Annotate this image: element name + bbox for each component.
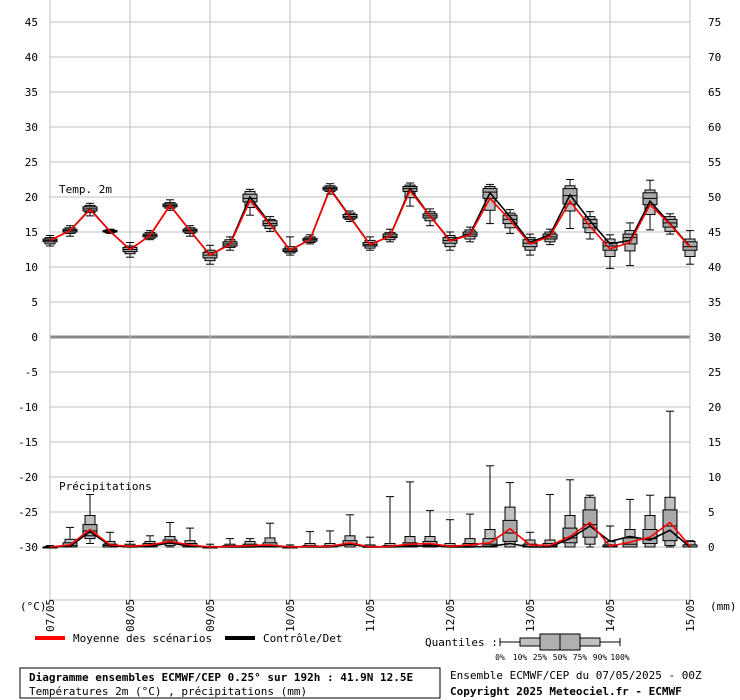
- legend-quantile-value: 0%: [495, 653, 505, 662]
- grid: [49, 0, 691, 601]
- legend-mean-label: Moyenne des scénarios: [73, 632, 212, 645]
- legend-quantile-value: 75%: [573, 653, 588, 662]
- y-tick-right: 30: [708, 331, 721, 344]
- y-tick-right: 25: [708, 366, 721, 379]
- left-unit-label: (°C): [20, 600, 47, 613]
- y-tick-right: 70: [708, 51, 721, 64]
- y-tick-left: 45: [25, 16, 38, 29]
- y-tick-right: 55: [708, 156, 721, 169]
- temp-panel-label: Temp. 2m: [59, 183, 112, 196]
- right-unit-label: (mm): [710, 600, 737, 613]
- x-tick-label: 15/05: [684, 599, 697, 632]
- y-tick-left: -5: [25, 366, 38, 379]
- y-tick-right: 20: [708, 401, 721, 414]
- temp-box: [582, 211, 598, 240]
- legend-quantile-value: 90%: [593, 653, 608, 662]
- info-box: [19, 667, 441, 699]
- y-tick-right: 5: [708, 506, 715, 519]
- x-tick-label: 10/05: [284, 599, 297, 632]
- y-tick-left: -30: [18, 541, 38, 554]
- precip-box: [502, 482, 518, 548]
- precip-panel-label: Précipitations: [59, 480, 152, 493]
- legend-quantile-value: 10%: [513, 653, 528, 662]
- legend-quantile-value: 100%: [610, 653, 629, 662]
- y-tick-left: 0: [31, 331, 38, 344]
- y-tick-left: -10: [18, 401, 38, 414]
- precip-mean-line: [49, 521, 691, 548]
- series-lines: [49, 186, 691, 548]
- y-tick-left: 10: [25, 261, 38, 274]
- y-tick-left: 30: [25, 121, 38, 134]
- y-tick-left: 40: [25, 51, 38, 64]
- legend-quantiles-label: Quantiles :: [425, 636, 498, 649]
- y-tick-right: 0: [708, 541, 715, 554]
- legend-quantile-value: 50%: [553, 653, 568, 662]
- x-tick-label: 11/05: [364, 599, 377, 632]
- y-tick-right: 60: [708, 121, 721, 134]
- legend-mean-swatch: [35, 636, 65, 640]
- legend-quantile-labels: 0% 10% 25% 50% 75% 90% 100%: [495, 653, 630, 662]
- y-tick-right: 35: [708, 296, 721, 309]
- y-tick-left: 15: [25, 226, 38, 239]
- x-tick-label: 12/05: [444, 599, 457, 632]
- y-tick-left: 35: [25, 86, 38, 99]
- precip-iqr: [562, 527, 578, 544]
- y-tick-right: 65: [708, 86, 721, 99]
- legend-control-swatch: [225, 636, 255, 640]
- copyright: Copyright 2025 Meteociel.fr - ECMWF: [450, 685, 682, 698]
- legend: Moyenne des scénarios Contrôle/Det Quant…: [35, 632, 630, 662]
- y-tick-left: 25: [25, 156, 38, 169]
- y-tick-left: -15: [18, 436, 38, 449]
- run-info: Ensemble ECMWF/CEP du 07/05/2025 - 00Z: [450, 669, 702, 682]
- y-tick-left: -25: [18, 506, 38, 519]
- y-tick-right: 45: [708, 226, 721, 239]
- chart-subtitle: Températures 2m (°C) , précipitations (m…: [29, 685, 307, 698]
- y-axis-ticks: 454035302520151050-5-10-15-20-25-3075706…: [18, 16, 721, 554]
- x-tick-label: 07/05: [44, 599, 57, 632]
- chart-title: Diagramme ensembles ECMWF/CEP 0.25° sur …: [29, 671, 413, 684]
- y-tick-right: 75: [708, 16, 721, 29]
- y-tick-right: 40: [708, 261, 721, 274]
- precip-box: [582, 494, 598, 548]
- y-tick-right: 50: [708, 191, 721, 204]
- x-axis-ticks: 07/05 08/05 09/05 10/05 11/05 12/05 13/05 14/05…: [44, 599, 697, 632]
- y-tick-right: 15: [708, 436, 721, 449]
- x-tick-label: 09/05: [204, 599, 217, 632]
- x-tick-label: 13/05: [524, 599, 537, 632]
- y-tick-right: 10: [708, 471, 721, 484]
- y-tick-left: 20: [25, 191, 38, 204]
- precip-box: [562, 479, 578, 548]
- legend-quantile-box: [499, 633, 621, 651]
- temp-mean-line: [49, 187, 691, 257]
- legend-control-label: Contrôle/Det: [263, 632, 342, 645]
- precip-iqr: [502, 519, 518, 542]
- x-tick-label: 14/05: [604, 599, 617, 632]
- y-tick-left: -20: [18, 471, 38, 484]
- y-tick-left: 5: [31, 296, 38, 309]
- legend-quantile-value: 25%: [533, 653, 548, 662]
- x-tick-label: 08/05: [124, 599, 137, 632]
